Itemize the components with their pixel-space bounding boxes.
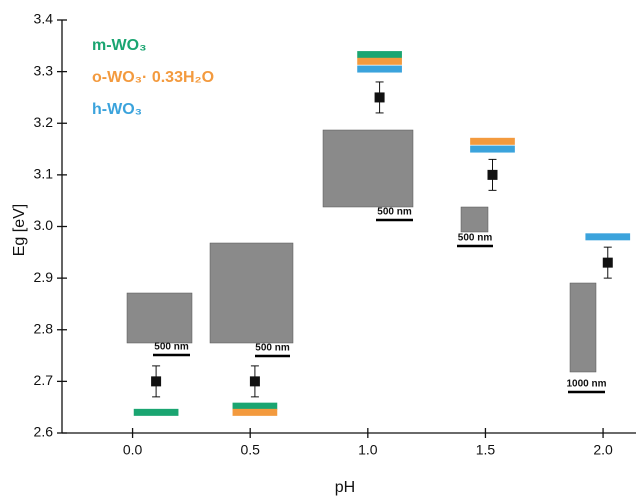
x-tick-label: 2.0	[593, 442, 613, 458]
y-axis-label: Eg [eV]	[11, 204, 28, 256]
scale-label: 500 nm	[255, 343, 290, 354]
x-axis-label: pH	[335, 479, 355, 496]
phase-bar	[133, 408, 179, 416]
y-tick-label: 3.2	[34, 114, 54, 130]
phase-bar	[357, 51, 402, 59]
y-tick-label: 3.0	[34, 217, 54, 233]
legend-label: o-WO₃· 0.33H₂O	[92, 69, 214, 86]
sem-image	[460, 206, 489, 233]
phase-bar	[232, 408, 278, 416]
sem-image	[209, 242, 294, 344]
x-tick-label: 0.5	[240, 442, 260, 458]
phase-bar	[470, 145, 515, 153]
y-tick-label: 3.3	[34, 62, 54, 78]
phase-bar	[232, 402, 278, 410]
phase-bar	[470, 137, 515, 145]
scale-label: 1000 nm	[566, 379, 606, 390]
sem-image	[569, 282, 597, 373]
data-point	[374, 92, 385, 103]
x-tick-label: 1.5	[476, 442, 496, 458]
y-tick-label: 2.7	[34, 372, 54, 388]
x-tick-label: 0.0	[123, 442, 143, 458]
sem-image	[322, 129, 414, 208]
scale-label: 500 nm	[377, 207, 412, 218]
y-tick-label: 3.1	[34, 166, 54, 182]
legend-label: h-WO₃	[92, 101, 142, 118]
data-point	[487, 169, 498, 180]
phase-bar	[585, 233, 631, 241]
phase-bar	[357, 57, 402, 65]
scale-label: 500 nm	[154, 342, 189, 353]
y-tick-label: 2.8	[34, 320, 54, 336]
data-point	[151, 376, 162, 387]
y-tick-label: 3.4	[34, 11, 54, 27]
x-tick-label: 1.0	[358, 442, 378, 458]
phase-bar	[357, 65, 402, 73]
y-tick-label: 2.9	[34, 269, 54, 285]
y-tick-label: 2.6	[34, 424, 54, 440]
legend-label: m-WO₃	[92, 37, 147, 54]
scale-label: 500 nm	[458, 233, 493, 244]
data-point	[602, 257, 613, 268]
sem-image	[126, 292, 193, 344]
data-point	[249, 376, 260, 387]
